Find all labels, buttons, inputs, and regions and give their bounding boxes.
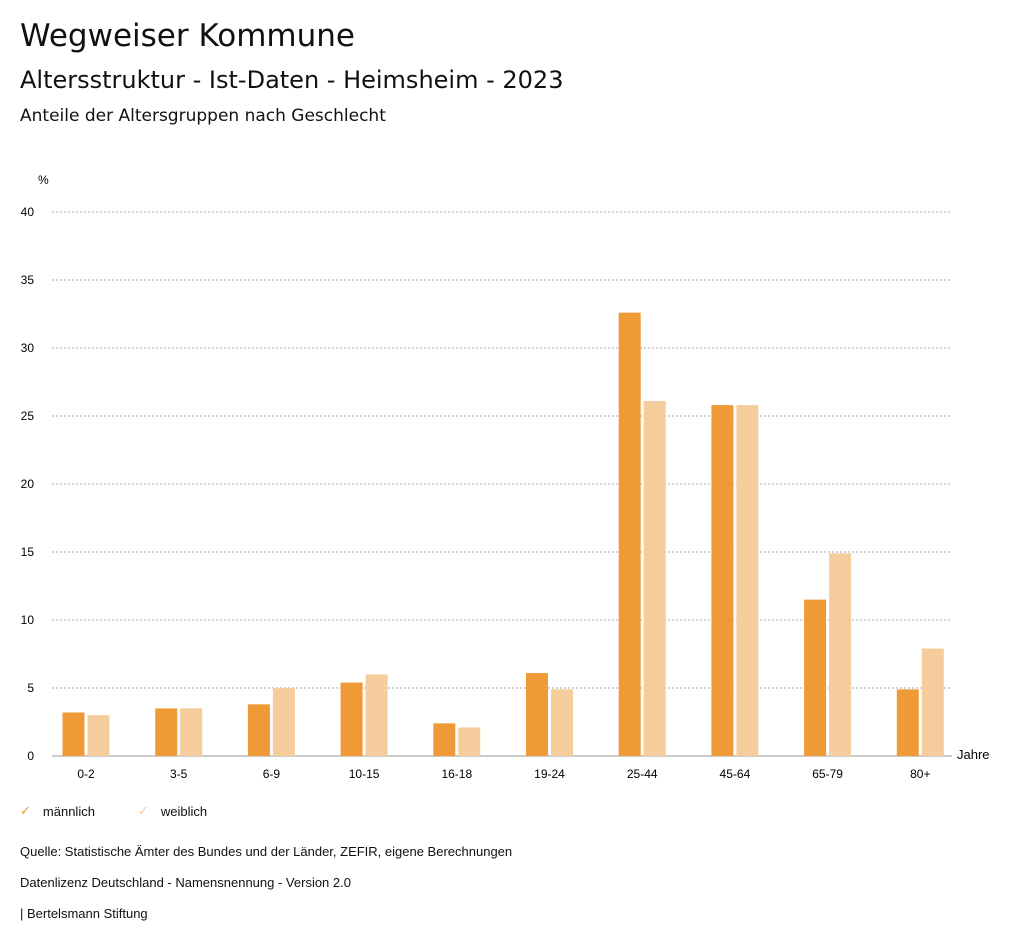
chart-title: Anteile der Altersgruppen nach Geschlech… <box>20 106 386 126</box>
source-text: Quelle: Statistische Ämter des Bundes un… <box>20 844 513 859</box>
app-title: Wegweiser Kommune <box>20 18 355 54</box>
bar-chart: % Jahre 0 5 10 15 20 25 30 35 40 0-2 3-5 6-9 10-15 16… <box>21 173 990 781</box>
y-tick-label: 15 <box>21 545 35 559</box>
bar-weiblich-3-5[interactable] <box>180 708 203 756</box>
x-tick-label: 65-79 <box>812 767 843 781</box>
y-axis-label: % <box>38 173 49 187</box>
y-tick-label: 25 <box>21 409 35 423</box>
bar-maennlich-10-15[interactable] <box>340 682 363 756</box>
bar-weiblich-0-2[interactable] <box>87 715 110 756</box>
bar-maennlich-19-24[interactable] <box>526 673 548 756</box>
x-tick-label: 3-5 <box>170 767 188 781</box>
bar-weiblich-45-64[interactable] <box>736 405 759 756</box>
x-tick-label: 0-2 <box>77 767 95 781</box>
check-icon: ✓ <box>138 803 149 818</box>
y-tick-label: 20 <box>21 477 35 491</box>
bar-weiblich-6-9[interactable] <box>272 688 295 756</box>
x-tick-label: 80+ <box>910 767 930 781</box>
bar-weiblich-65-79[interactable] <box>829 553 852 756</box>
bar-maennlich-25-44[interactable] <box>618 312 641 756</box>
x-tick-label: 6-9 <box>263 767 281 781</box>
bar-weiblich-10-15[interactable] <box>365 674 388 756</box>
legend-item-weiblich[interactable]: ✓ weiblich <box>138 803 207 819</box>
bar-weiblich-25-44[interactable] <box>643 401 666 756</box>
legend-label: männlich <box>42 803 95 819</box>
x-tick-label: 16-18 <box>441 767 472 781</box>
y-tick-label: 40 <box>21 205 35 219</box>
bar-maennlich-0-2[interactable] <box>62 712 85 756</box>
y-tick-label: 10 <box>21 613 35 627</box>
bar-maennlich-3-5[interactable] <box>155 708 178 756</box>
bar-maennlich-45-64[interactable] <box>711 405 734 756</box>
y-tick-label: 30 <box>21 341 35 355</box>
bar-maennlich-6-9[interactable] <box>247 704 270 756</box>
bar-maennlich-65-79[interactable] <box>804 599 827 756</box>
legend-label: weiblich <box>160 803 208 819</box>
x-axis-label: Jahre <box>957 747 990 762</box>
check-icon: ✓ <box>20 803 31 818</box>
bar-weiblich-19-24[interactable] <box>551 689 573 756</box>
x-tick-label: 19-24 <box>534 767 565 781</box>
y-tick-label: 35 <box>21 273 35 287</box>
y-tick-label: 5 <box>27 681 34 695</box>
legend-item-maennlich[interactable]: ✓ männlich <box>20 803 95 819</box>
bar-weiblich-16-18[interactable] <box>458 727 481 756</box>
bar-weiblich-80+[interactable] <box>921 648 944 756</box>
x-tick-label: 45-64 <box>720 767 751 781</box>
x-tick-label: 25-44 <box>627 767 658 781</box>
bar-maennlich-16-18[interactable] <box>433 723 456 756</box>
bar-maennlich-80+[interactable] <box>896 689 919 756</box>
license-text: Datenlizenz Deutschland - Namensnennung … <box>20 875 351 890</box>
x-tick-label: 10-15 <box>349 767 380 781</box>
page-subtitle: Altersstruktur - Ist-Daten - Heimsheim -… <box>20 66 564 94</box>
y-tick-label: 0 <box>27 749 34 763</box>
brand-text: | Bertelsmann Stiftung <box>20 906 148 921</box>
